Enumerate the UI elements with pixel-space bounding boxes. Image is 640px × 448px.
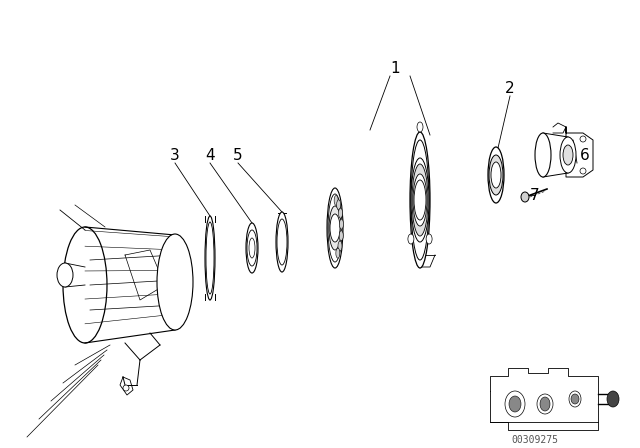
Text: 3: 3	[170, 147, 180, 163]
Ellipse shape	[489, 155, 503, 195]
Text: 1: 1	[390, 60, 400, 76]
Ellipse shape	[417, 122, 423, 132]
Ellipse shape	[57, 263, 73, 287]
Ellipse shape	[339, 219, 344, 229]
Ellipse shape	[414, 180, 426, 220]
Ellipse shape	[426, 234, 432, 244]
Ellipse shape	[509, 396, 521, 412]
Ellipse shape	[408, 234, 414, 244]
Ellipse shape	[337, 200, 340, 210]
Ellipse shape	[247, 230, 257, 266]
Ellipse shape	[157, 234, 193, 330]
Ellipse shape	[560, 137, 576, 173]
Ellipse shape	[330, 214, 340, 242]
Ellipse shape	[206, 222, 214, 294]
Text: 4: 4	[205, 147, 215, 163]
Ellipse shape	[411, 158, 429, 242]
Ellipse shape	[535, 133, 551, 177]
Ellipse shape	[339, 231, 343, 241]
Ellipse shape	[488, 147, 504, 203]
Ellipse shape	[329, 206, 341, 250]
Ellipse shape	[563, 145, 573, 165]
Ellipse shape	[607, 391, 619, 407]
Ellipse shape	[569, 391, 581, 407]
Ellipse shape	[580, 136, 586, 142]
Ellipse shape	[411, 140, 429, 260]
Ellipse shape	[505, 391, 525, 417]
Ellipse shape	[537, 394, 553, 414]
Ellipse shape	[413, 174, 427, 226]
Ellipse shape	[327, 188, 343, 268]
Ellipse shape	[540, 397, 550, 411]
Text: 7: 7	[530, 188, 540, 202]
Text: 6: 6	[580, 147, 590, 163]
Text: 5: 5	[233, 147, 243, 163]
Ellipse shape	[277, 219, 287, 265]
Ellipse shape	[205, 216, 215, 300]
Ellipse shape	[338, 241, 342, 251]
Text: 00309275: 00309275	[511, 435, 559, 445]
Ellipse shape	[123, 385, 129, 391]
Ellipse shape	[412, 164, 428, 236]
Ellipse shape	[571, 394, 579, 404]
Ellipse shape	[336, 248, 340, 258]
Ellipse shape	[63, 227, 107, 343]
Ellipse shape	[276, 212, 288, 272]
Ellipse shape	[339, 208, 342, 218]
Ellipse shape	[410, 132, 430, 268]
Ellipse shape	[246, 223, 258, 273]
Ellipse shape	[521, 192, 529, 202]
Ellipse shape	[334, 195, 338, 206]
Ellipse shape	[580, 168, 586, 174]
Ellipse shape	[491, 162, 501, 188]
Text: 2: 2	[505, 81, 515, 95]
Ellipse shape	[249, 238, 255, 258]
Ellipse shape	[328, 194, 342, 262]
